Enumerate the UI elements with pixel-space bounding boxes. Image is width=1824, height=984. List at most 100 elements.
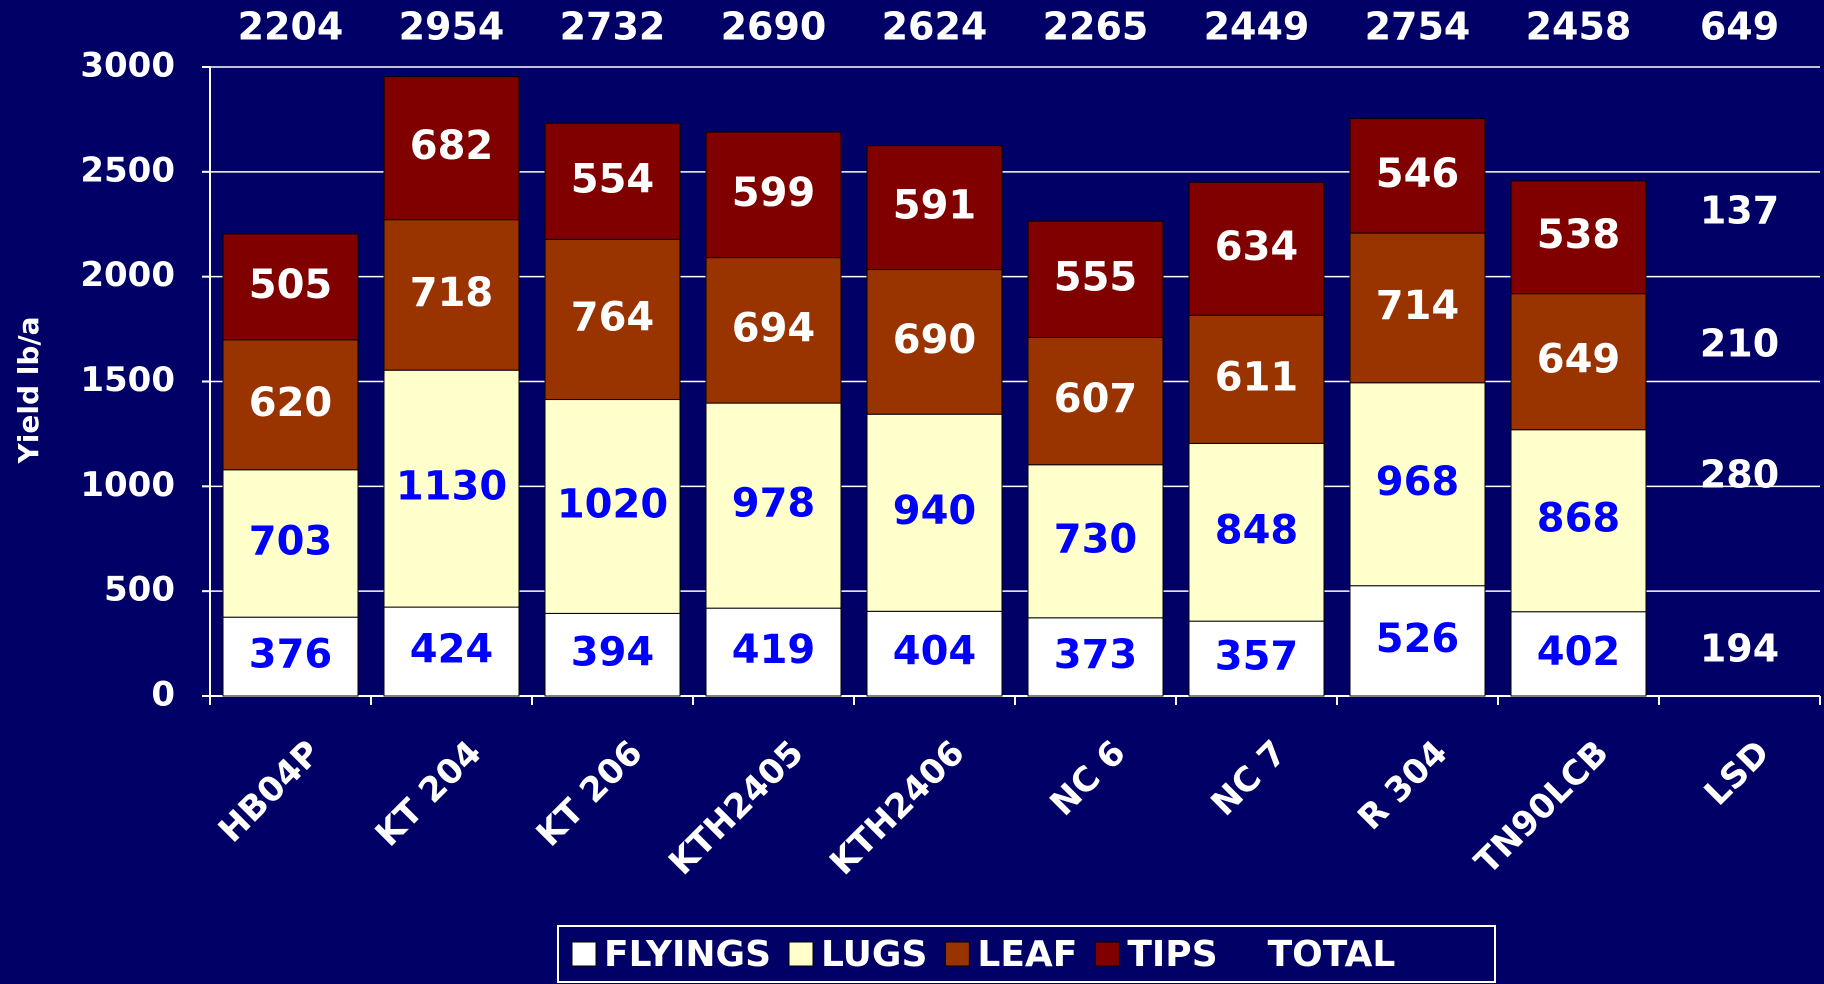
- data-label: 402: [1537, 629, 1621, 675]
- bar-segment: [1027, 336, 1164, 466]
- data-label: 591: [893, 183, 977, 229]
- data-label: 607: [1054, 376, 1138, 422]
- data-label: 505: [249, 262, 333, 308]
- legend-swatch: [944, 941, 970, 967]
- data-label: 694: [732, 305, 816, 351]
- legend-label: TIPS: [1127, 934, 1217, 975]
- data-label: 599: [732, 170, 816, 216]
- data-label: 404: [893, 629, 977, 675]
- legend-swatch: [1094, 941, 1120, 967]
- data-label: 634: [1215, 224, 1299, 270]
- y-tick-label: 3000: [80, 46, 175, 86]
- total-label: 2458: [1526, 5, 1632, 49]
- total-label: 2754: [1365, 5, 1471, 49]
- bar-segment: [1349, 232, 1486, 384]
- bar-segment: [1027, 464, 1164, 619]
- bar-segment: [383, 219, 520, 371]
- data-label: 376: [249, 632, 333, 678]
- bar-segment: [1510, 180, 1647, 295]
- bar-segment: [544, 122, 681, 240]
- total-label: 2732: [560, 5, 666, 49]
- bar-segment: [1027, 220, 1164, 338]
- data-label: 526: [1376, 616, 1460, 662]
- data-label: 357: [1215, 634, 1299, 680]
- lsd-total-label: 649: [1700, 5, 1779, 49]
- legend-label: TOTAL: [1268, 934, 1396, 975]
- data-label: 1130: [396, 464, 507, 510]
- bar-segment: [1027, 617, 1164, 697]
- bar-segment: [1349, 118, 1486, 234]
- legend-label: LEAF: [977, 934, 1077, 975]
- bar-segment: [705, 257, 842, 404]
- bar-segment: [705, 402, 842, 609]
- bar-segment: [866, 145, 1003, 271]
- bar-segment: [222, 339, 359, 471]
- lsd-label: 210: [1700, 322, 1779, 366]
- y-tick-label: 2500: [80, 150, 175, 190]
- lsd-label: 137: [1700, 189, 1779, 233]
- data-label: 868: [1537, 496, 1621, 542]
- legend-swatch: [788, 941, 814, 967]
- bar-segment: [1188, 314, 1325, 444]
- bar-segment: [544, 399, 681, 614]
- data-label: 703: [249, 518, 333, 564]
- bar-segment: [1349, 382, 1486, 587]
- data-label: 424: [410, 627, 494, 673]
- y-tick-label: 0: [151, 675, 175, 715]
- data-label: 1020: [557, 481, 668, 527]
- lsd-label: 280: [1700, 453, 1779, 497]
- data-label: 718: [410, 270, 494, 316]
- total-label: 2624: [882, 5, 988, 49]
- data-label: 554: [571, 156, 655, 202]
- legend-box: [557, 925, 1496, 983]
- bar-segment: [383, 369, 520, 608]
- legend-label: FLYINGS: [604, 934, 771, 975]
- data-label: 555: [1054, 254, 1138, 300]
- bar-segment: [383, 76, 520, 221]
- data-label: 714: [1376, 283, 1460, 329]
- total-label: 2204: [238, 5, 344, 49]
- y-tick-label: 500: [104, 570, 175, 610]
- bar-segment: [1188, 442, 1325, 622]
- lsd-label: 194: [1700, 627, 1779, 671]
- data-label: 978: [732, 481, 816, 527]
- bar-segment: [1349, 585, 1486, 697]
- y-tick-label: 1500: [80, 360, 175, 400]
- bar-segment: [544, 238, 681, 401]
- total-label: 2265: [1043, 5, 1149, 49]
- total-label: 2690: [721, 5, 827, 49]
- data-label: 649: [1537, 337, 1621, 383]
- y-tick-label: 2000: [80, 255, 175, 295]
- data-label: 690: [893, 317, 977, 363]
- data-label: 394: [571, 630, 655, 676]
- bar-segment: [222, 616, 359, 697]
- bar-segment: [222, 469, 359, 618]
- data-label: 940: [893, 488, 977, 534]
- data-label: 611: [1215, 354, 1299, 400]
- y-axis-label: Yield lb/a: [12, 316, 45, 464]
- legend-label: LUGS: [821, 934, 927, 975]
- bar-segment: [1188, 620, 1325, 697]
- data-label: 968: [1376, 459, 1460, 505]
- data-label: 848: [1215, 507, 1299, 553]
- bar-segment: [1510, 293, 1647, 431]
- bar-segment: [705, 131, 842, 259]
- bar-segment: [866, 269, 1003, 415]
- data-label: 682: [410, 123, 494, 169]
- bar-segment: [222, 233, 359, 341]
- bar-segment: [866, 610, 1003, 697]
- bar-segment: [1188, 181, 1325, 316]
- data-label: 373: [1054, 632, 1138, 678]
- bar-segment: [383, 606, 520, 697]
- data-label: 620: [249, 380, 333, 426]
- legend-swatch: [571, 941, 597, 967]
- data-label: 546: [1376, 151, 1460, 197]
- y-tick-label: 1000: [80, 465, 175, 505]
- bar-segment: [1510, 429, 1647, 613]
- bar-segment: [1510, 611, 1647, 697]
- data-label: 419: [732, 627, 816, 673]
- total-label: 2954: [399, 5, 505, 49]
- data-label: 764: [571, 294, 655, 340]
- data-label: 538: [1537, 212, 1621, 258]
